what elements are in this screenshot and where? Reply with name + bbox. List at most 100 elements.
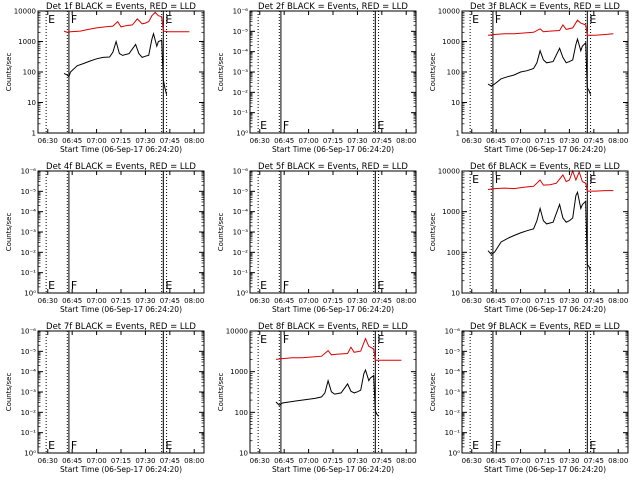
marker-label: E xyxy=(589,173,596,186)
marker-label: F xyxy=(71,439,77,452)
panel-title: Det 1f BLACK = Events, RED = LLD xyxy=(46,2,196,12)
y-tick-label: 10⁻¹ xyxy=(445,429,461,437)
x-tick-label: 08:00 xyxy=(184,457,204,465)
x-tick-label: 07:45 xyxy=(584,137,604,145)
y-tick-label: 1 xyxy=(456,130,460,138)
y-tick-label: 100 xyxy=(235,409,248,417)
x-tick-label: 06:30 xyxy=(250,297,270,305)
y-tick-label: 10 xyxy=(451,290,460,298)
y-tick-label: 1000 xyxy=(230,368,248,376)
y-tick-label: 10⁻² xyxy=(21,249,37,257)
x-tick-label: 06:45 xyxy=(62,137,82,145)
y-tick-label: 10 xyxy=(27,99,36,107)
x-tick-label: 07:00 xyxy=(298,137,318,145)
y-tick-label: 1000 xyxy=(18,38,36,46)
y-tick-label: 10⁻⁶ xyxy=(233,8,249,16)
series-lld-line xyxy=(487,19,614,36)
panel-det-5: Det 5f BLACK = Events, RED = LLD Counts/s… xyxy=(217,162,417,314)
y-tick-label: 10000 xyxy=(226,328,248,336)
x-axis-label: Start Time (06-Sep-17 06:24:20) xyxy=(484,465,606,474)
plot-frame xyxy=(37,330,205,454)
x-tick-label: 07:00 xyxy=(298,297,318,305)
x-tick-label: 08:00 xyxy=(608,137,628,145)
x-tick-label: 06:30 xyxy=(250,457,270,465)
panel-det-4: Det 4f BLACK = Events, RED = LLD Counts/s… xyxy=(5,162,205,314)
marker-label: E xyxy=(589,13,596,26)
y-tick-label: 10⁻¹ xyxy=(21,269,37,277)
y-axis-label: Counts/sec xyxy=(217,53,225,92)
y-tick-label: 10⁻¹ xyxy=(21,429,37,437)
x-tick-label: 08:00 xyxy=(184,297,204,305)
x-tick-label: 06:30 xyxy=(250,137,270,145)
x-tick-label: 08:00 xyxy=(184,137,204,145)
x-tick-label: 07:00 xyxy=(86,137,106,145)
marker-label: E xyxy=(260,119,267,132)
x-tick-label: 06:45 xyxy=(62,457,82,465)
x-tick-label: 07:00 xyxy=(86,457,106,465)
marker-label: E xyxy=(48,13,55,26)
y-tick-label: 10000 xyxy=(438,168,460,176)
plot-frame xyxy=(37,10,205,134)
x-tick-label: 07:30 xyxy=(347,457,367,465)
y-tick-label: 10⁻³ xyxy=(233,229,249,237)
panel-title: Det 2f BLACK = Events, RED = LLD xyxy=(258,2,408,12)
y-tick-label: 10⁻⁴ xyxy=(233,208,249,216)
y-tick-label: 10⁻³ xyxy=(233,69,249,77)
series-events-line xyxy=(63,31,168,95)
y-tick-label: 10⁰ xyxy=(448,450,460,458)
panel-title: Det 9f BLACK = Events, RED = LLD xyxy=(470,322,620,332)
y-tick-label: 1000 xyxy=(442,208,460,216)
x-tick-label: 07:00 xyxy=(86,297,106,305)
x-tick-label: 06:45 xyxy=(274,137,294,145)
x-tick-label: 08:00 xyxy=(608,457,628,465)
panel-det-9: Det 9f BLACK = Events, RED = LLD Counts/s… xyxy=(429,322,629,474)
marker-label: E xyxy=(589,439,596,452)
y-tick-label: 10⁻⁴ xyxy=(445,368,461,376)
x-tick-label: 07:30 xyxy=(135,457,155,465)
y-axis-label: Counts/sec xyxy=(429,213,437,252)
y-axis-label: Counts/sec xyxy=(217,213,225,252)
marker-label: F xyxy=(283,279,289,292)
y-tick-label: 10000 xyxy=(14,8,36,16)
series-events-line xyxy=(487,190,592,272)
x-tick-label: 07:15 xyxy=(111,297,131,305)
marker-label: E xyxy=(48,439,55,452)
x-tick-label: 08:00 xyxy=(608,297,628,305)
y-tick-label: 10⁻³ xyxy=(445,389,461,397)
plot-frame xyxy=(249,10,417,134)
y-tick-label: 10⁻⁴ xyxy=(233,48,249,56)
y-tick-label: 10 xyxy=(451,99,460,107)
y-tick-label: 10⁻² xyxy=(233,249,249,257)
y-tick-label: 10⁻⁵ xyxy=(233,28,249,36)
x-axis-label: Start Time (06-Sep-17 06:24:20) xyxy=(272,145,394,154)
x-axis-label: Start Time (06-Sep-17 06:24:20) xyxy=(60,145,182,154)
y-tick-label: 10⁻⁵ xyxy=(445,348,461,356)
y-tick-label: 10⁰ xyxy=(236,130,248,138)
x-tick-label: 06:30 xyxy=(38,137,58,145)
x-tick-label: 06:45 xyxy=(274,457,294,465)
panel-det-8: Det 8f BLACK = Events, RED = LLD Counts/s… xyxy=(217,322,417,474)
y-tick-label: 10⁰ xyxy=(24,450,36,458)
y-tick-label: 10⁻⁵ xyxy=(21,188,37,196)
x-tick-label: 08:00 xyxy=(396,297,416,305)
panel-title: Det 7f BLACK = Events, RED = LLD xyxy=(46,322,196,332)
series-events-line xyxy=(487,37,592,95)
x-tick-label: 07:00 xyxy=(510,457,530,465)
y-axis-label: Counts/sec xyxy=(429,373,437,412)
marker-label: E xyxy=(165,279,172,292)
y-tick-label: 10⁻³ xyxy=(21,229,37,237)
y-tick-label: 10⁻⁴ xyxy=(21,208,37,216)
x-tick-label: 06:45 xyxy=(486,457,506,465)
y-tick-label: 10⁰ xyxy=(24,290,36,298)
x-tick-label: 07:45 xyxy=(372,137,392,145)
marker-label: F xyxy=(283,333,289,346)
x-tick-label: 07:30 xyxy=(347,137,367,145)
y-tick-label: 10⁻¹ xyxy=(233,109,249,117)
y-tick-label: 10 xyxy=(239,450,248,458)
y-tick-label: 100 xyxy=(23,69,36,77)
marker-label: E xyxy=(260,333,267,346)
x-tick-label: 07:30 xyxy=(559,137,579,145)
x-axis-label: Start Time (06-Sep-17 06:24:20) xyxy=(272,305,394,314)
x-tick-label: 07:45 xyxy=(160,457,180,465)
